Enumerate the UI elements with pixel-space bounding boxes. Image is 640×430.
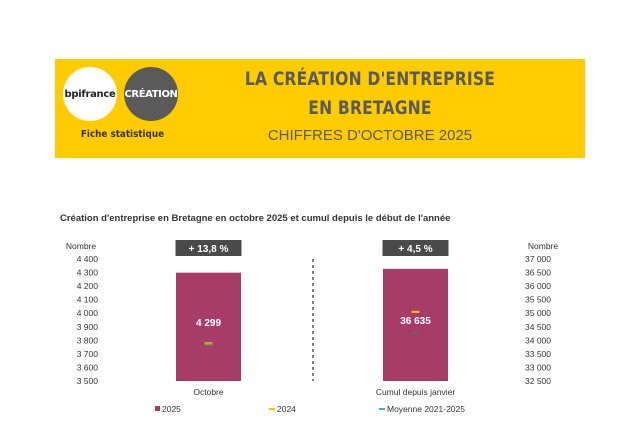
creation-logo: CRÉATION: [124, 67, 178, 121]
y-tick-label: 3 800: [77, 335, 99, 345]
bpifrance-logo: bpifrance: [63, 67, 117, 121]
legend-swatch-0: [155, 406, 160, 411]
bar-value-label: 4 299: [196, 318, 221, 329]
y-tick-label: 36 500: [525, 268, 551, 278]
y-tick-label: 4 400: [77, 254, 99, 264]
change-badge-1: [382, 240, 449, 256]
legend-label: 2025: [162, 404, 181, 414]
category-label: Octobre: [193, 387, 224, 397]
page-title-line1: LA CRÉATION D'ENTREPRISE: [244, 68, 496, 90]
y-tick-label: 36 000: [525, 281, 551, 291]
change-badge-label: + 13,8 %: [189, 244, 229, 255]
change-badge-label: + 4,5 %: [398, 244, 432, 255]
page-title-line2: EN BRETAGNE: [308, 97, 432, 119]
legend-label: 2024: [277, 404, 296, 414]
y-tick-label: 32 500: [525, 376, 551, 386]
y-tick-label: 3 600: [77, 362, 99, 372]
chart-title: Création d'entreprise en Bretagne en oct…: [60, 213, 451, 224]
y-tick-label: 3 700: [77, 349, 99, 359]
y-tick-label: 33 000: [525, 362, 551, 372]
y-tick-label: 35 500: [525, 295, 551, 305]
fiche-label: Fiche statistique: [80, 129, 165, 140]
y-axis-title-0: Nombre: [66, 241, 97, 251]
y-tick-label: 34 000: [525, 335, 551, 345]
y-tick-label: 34 500: [525, 322, 551, 332]
y-tick-label: 33 500: [525, 349, 551, 359]
y-tick-label: 4 000: [77, 308, 99, 318]
y-tick-label: 3 900: [77, 322, 99, 332]
bar-2025-0: [176, 272, 241, 381]
y-tick-label: 4 200: [77, 281, 99, 291]
y-tick-label: 37 000: [525, 254, 551, 264]
y-tick-label: 35 000: [525, 308, 551, 318]
y-tick-label: 4 100: [77, 295, 99, 305]
y-axis-title-1: Nombre: [528, 241, 559, 251]
category-label: Cumul depuis janvier: [376, 387, 456, 397]
y-tick-label: 3 500: [77, 376, 99, 386]
change-badge-0: [175, 240, 242, 256]
period-title: CHIFFRES D'OCTOBRE 2025: [267, 127, 473, 144]
y-tick-label: 4 300: [77, 268, 99, 278]
bar-value-label: 36 635: [400, 316, 431, 327]
bar-2025-1: [383, 268, 448, 381]
legend-label: Moyenne 2021-2025: [387, 404, 465, 414]
